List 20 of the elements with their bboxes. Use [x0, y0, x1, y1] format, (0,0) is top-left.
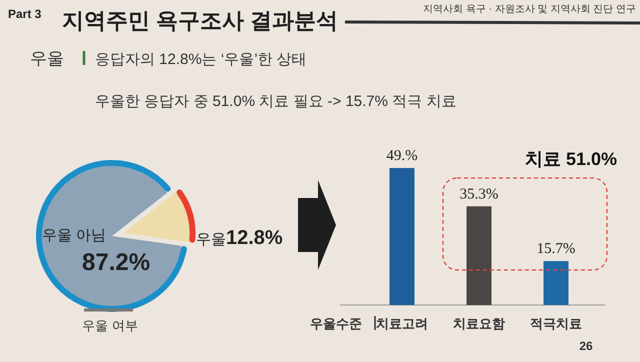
- data-label: 12.8%: [226, 227, 283, 249]
- text: 우울한 응답자 중 51.0% 치료 필요 -> 15.7% 적극 치료: [95, 93, 456, 110]
- text: 지역사회 욕구 · 자원조사 및 지역사회 진단 연구: [423, 4, 636, 15]
- text: 우울 여부: [82, 318, 138, 333]
- data-label: 49.%: [386, 148, 418, 164]
- text: 26: [579, 339, 593, 353]
- text: 응답자의 12.8%는 ‘우울’한 상태: [95, 51, 307, 68]
- slice-label: 우울 아님: [42, 227, 106, 244]
- x-tick-label: 적극치료: [530, 316, 582, 331]
- data-label: 15.7%: [536, 241, 576, 258]
- data-label: 35.3%: [460, 186, 498, 202]
- text: 우울: [30, 49, 64, 68]
- chart-title: 지역주민 욕구조사 결과분석: [62, 8, 338, 33]
- x-tick-label: 치료요함: [453, 316, 505, 331]
- annotation: 치료 51.0%: [524, 149, 617, 169]
- text: Part 3: [8, 7, 42, 21]
- slice-label: 우울: [196, 231, 226, 248]
- x-axis-title: 우울수준: [310, 316, 362, 331]
- x-tick-label: 치료고려: [376, 316, 428, 331]
- data-label: 87.2%: [82, 249, 150, 276]
